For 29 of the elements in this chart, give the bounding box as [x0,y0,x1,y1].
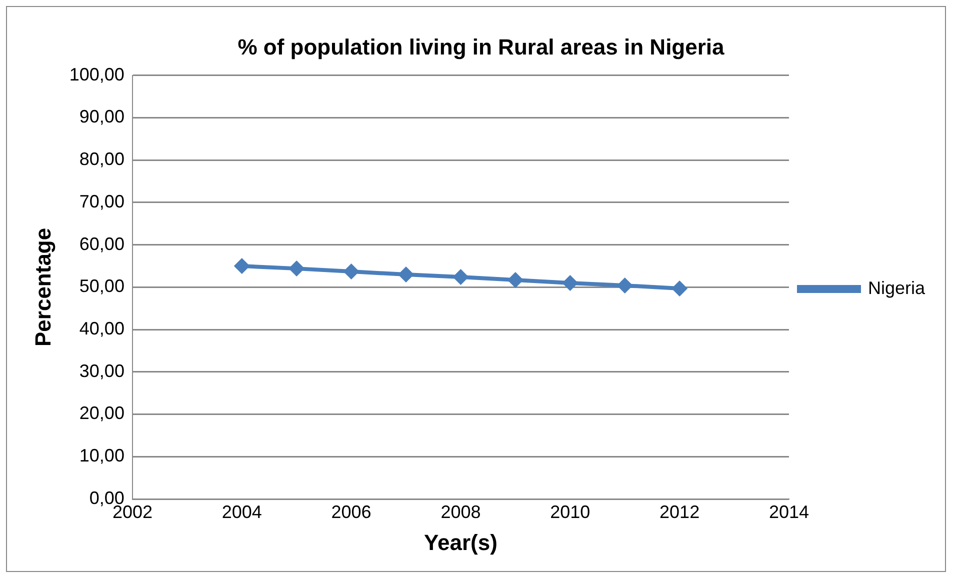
x-tick-label: 2014 [768,502,809,522]
y-tick-label: 70,00 [79,191,124,212]
point [398,266,414,282]
x-tick-label: 2012 [660,502,700,522]
point [616,278,633,294]
point [672,280,688,296]
x-tick-label: 2008 [440,502,481,522]
x-axis-title: Year(s) [424,530,498,555]
y-tick-label: 80,00 [79,149,124,170]
chart-title: % of population living in Rural areas in Nigeria [238,34,726,60]
point [234,258,250,274]
y-tick-label: 40,00 [79,318,124,339]
y-tick-label: 60,00 [79,234,124,254]
y-tick-label: 10,00 [79,446,124,466]
point [343,264,360,280]
point [452,269,469,286]
y-tick-label: 20,00 [79,403,124,424]
y-tick-label: 50,00 [79,276,124,296]
legend-label: Nigeria [868,278,926,298]
x-tick-label: 2004 [222,502,262,522]
point [562,274,578,291]
y-tick-label: 90,00 [79,106,124,127]
y-axis-title: Percentage [30,228,56,347]
y-tick-label: 100,00 [69,64,124,84]
point [288,260,305,277]
x-tick-label: 2010 [550,502,590,522]
y-tick-label: 30,00 [79,360,124,381]
point [507,272,524,288]
x-tick-label: 2006 [331,502,372,522]
